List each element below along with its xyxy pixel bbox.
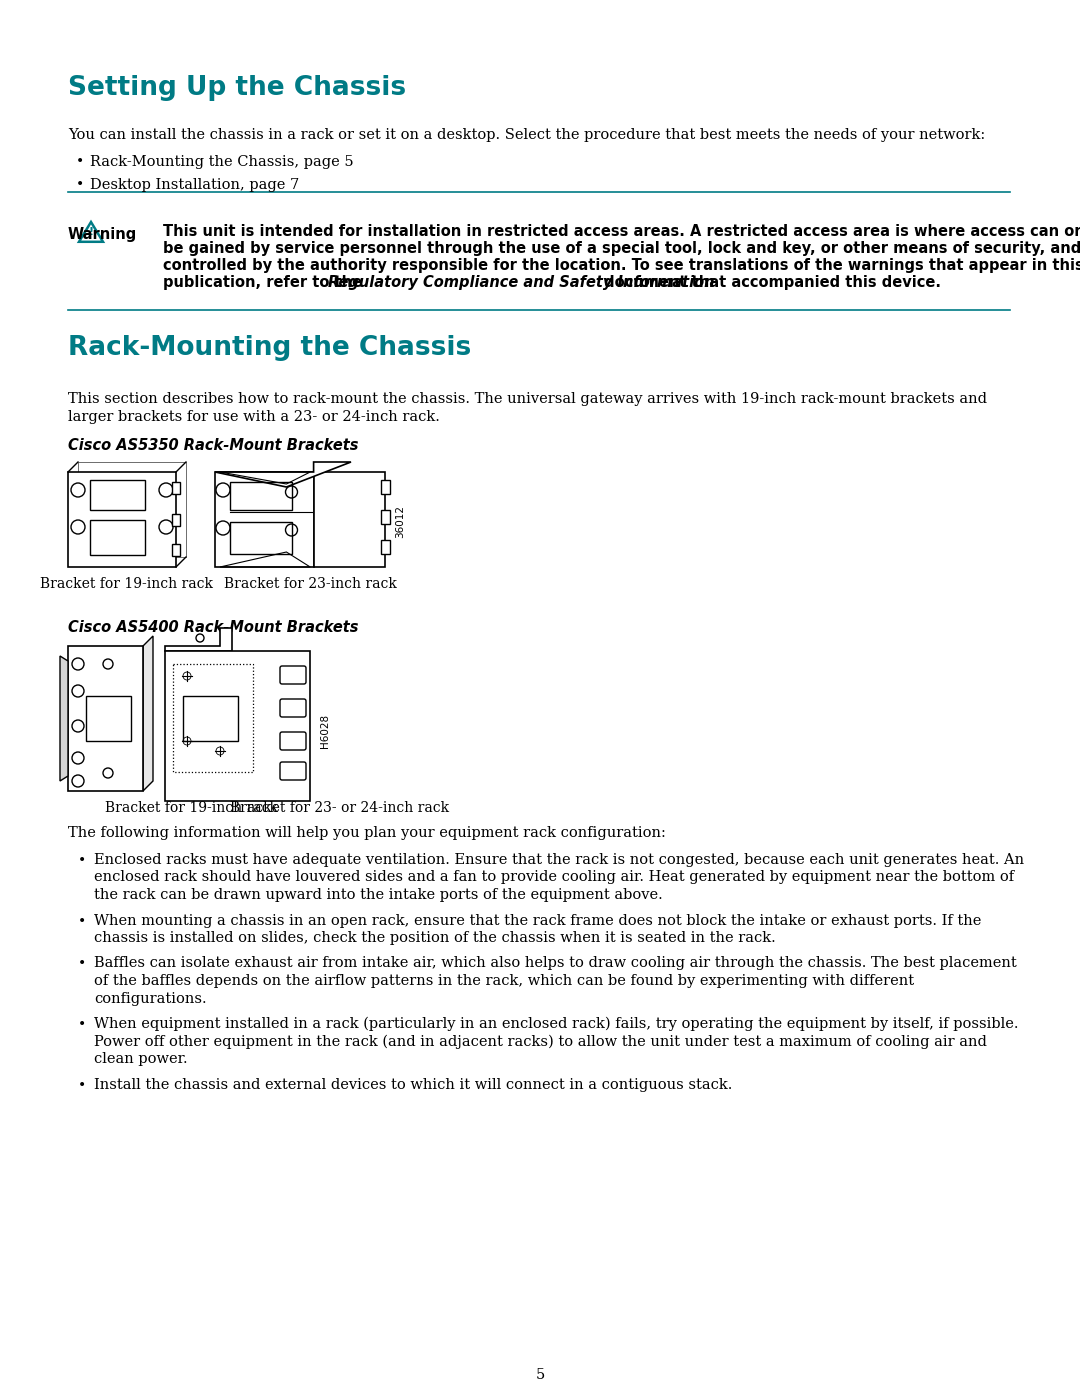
- Text: •: •: [78, 1017, 86, 1031]
- Text: Install the chassis and external devices to which it will connect in a contiguou: Install the chassis and external devices…: [94, 1077, 732, 1091]
- Text: Bracket for 23- or 24-inch rack: Bracket for 23- or 24-inch rack: [230, 800, 449, 814]
- Text: •: •: [78, 914, 86, 928]
- Bar: [183, 696, 238, 740]
- Text: Rack-Mounting the Chassis: Rack-Mounting the Chassis: [68, 335, 471, 360]
- Text: 5: 5: [536, 1368, 544, 1382]
- Polygon shape: [60, 657, 68, 781]
- Text: •: •: [78, 1077, 86, 1091]
- Text: This section describes how to rack-mount the chassis. The universal gateway arri: This section describes how to rack-mount…: [68, 393, 987, 407]
- Bar: [172, 514, 180, 527]
- Polygon shape: [165, 629, 232, 651]
- Bar: [230, 482, 292, 510]
- Text: be gained by service personnel through the use of a special tool, lock and key, : be gained by service personnel through t…: [163, 242, 1080, 256]
- Text: •: •: [78, 854, 86, 868]
- Text: You can install the chassis in a rack or set it on a desktop. Select the procedu: You can install the chassis in a rack or…: [68, 129, 985, 142]
- Text: •: •: [76, 155, 84, 169]
- Bar: [172, 543, 180, 556]
- Text: !: !: [89, 226, 94, 237]
- Bar: [381, 481, 390, 495]
- Polygon shape: [313, 472, 384, 567]
- Bar: [172, 482, 180, 495]
- Text: This unit is intended for installation in restricted access areas. A restricted : This unit is intended for installation i…: [163, 224, 1080, 239]
- Text: H6028: H6028: [320, 714, 330, 747]
- Text: Cisco AS5350 Rack-Mount Brackets: Cisco AS5350 Rack-Mount Brackets: [68, 439, 359, 453]
- Polygon shape: [215, 472, 313, 567]
- Text: publication, refer to the: publication, refer to the: [163, 275, 367, 291]
- Text: Regulatory Compliance and Safety Information: Regulatory Compliance and Safety Informa…: [328, 275, 715, 291]
- Text: Cisco AS5400 Rack-Mount Brackets: Cisco AS5400 Rack-Mount Brackets: [68, 620, 359, 636]
- Text: •: •: [78, 957, 86, 971]
- Text: document that accompanied this device.: document that accompanied this device.: [598, 275, 941, 291]
- Bar: [86, 696, 131, 740]
- Text: Enclosed racks must have adequate ventilation. Ensure that the rack is not conge: Enclosed racks must have adequate ventil…: [94, 854, 1024, 868]
- Text: The following information will help you plan your equipment rack configuration:: The following information will help you …: [68, 826, 666, 840]
- Text: the rack can be drawn upward into the intake ports of the equipment above.: the rack can be drawn upward into the in…: [94, 888, 663, 902]
- Text: Rack-Mounting the Chassis, page 5: Rack-Mounting the Chassis, page 5: [90, 155, 353, 169]
- Text: 36012: 36012: [395, 506, 405, 538]
- Polygon shape: [215, 462, 351, 488]
- Bar: [90, 481, 145, 510]
- Polygon shape: [68, 645, 143, 791]
- Polygon shape: [165, 651, 310, 800]
- Bar: [381, 541, 390, 555]
- Text: enclosed rack should have louvered sides and a fan to provide cooling air. Heat : enclosed rack should have louvered sides…: [94, 870, 1014, 884]
- Bar: [90, 520, 145, 555]
- Polygon shape: [68, 472, 176, 567]
- Text: Bracket for 23-inch rack: Bracket for 23-inch rack: [224, 577, 396, 591]
- Text: Bracket for 19-inch rack: Bracket for 19-inch rack: [105, 800, 278, 814]
- Text: When equipment installed in a rack (particularly in an enclosed rack) fails, try: When equipment installed in a rack (part…: [94, 1017, 1018, 1031]
- Text: When mounting a chassis in an open rack, ensure that the rack frame does not blo: When mounting a chassis in an open rack,…: [94, 914, 982, 928]
- Bar: [230, 522, 292, 555]
- Polygon shape: [143, 636, 153, 791]
- Text: •: •: [76, 177, 84, 191]
- Text: of the baffles depends on the airflow patterns in the rack, which can be found b: of the baffles depends on the airflow pa…: [94, 974, 914, 988]
- Text: chassis is installed on slides, check the position of the chassis when it is sea: chassis is installed on slides, check th…: [94, 930, 775, 944]
- Bar: [381, 510, 390, 524]
- Text: Bracket for 19-inch rack: Bracket for 19-inch rack: [41, 577, 214, 591]
- Text: Power off other equipment in the rack (and in adjacent racks) to allow the unit : Power off other equipment in the rack (a…: [94, 1035, 987, 1049]
- Text: Desktop Installation, page 7: Desktop Installation, page 7: [90, 177, 299, 191]
- Text: controlled by the authority responsible for the location. To see translations of: controlled by the authority responsible …: [163, 258, 1080, 272]
- Bar: [173, 664, 253, 773]
- Text: Warning: Warning: [68, 226, 137, 242]
- Text: Baffles can isolate exhaust air from intake air, which also helps to draw coolin: Baffles can isolate exhaust air from int…: [94, 957, 1016, 971]
- Text: larger brackets for use with a 23- or 24-inch rack.: larger brackets for use with a 23- or 24…: [68, 409, 440, 425]
- Text: Setting Up the Chassis: Setting Up the Chassis: [68, 75, 406, 101]
- Text: configurations.: configurations.: [94, 992, 206, 1006]
- Text: clean power.: clean power.: [94, 1052, 188, 1066]
